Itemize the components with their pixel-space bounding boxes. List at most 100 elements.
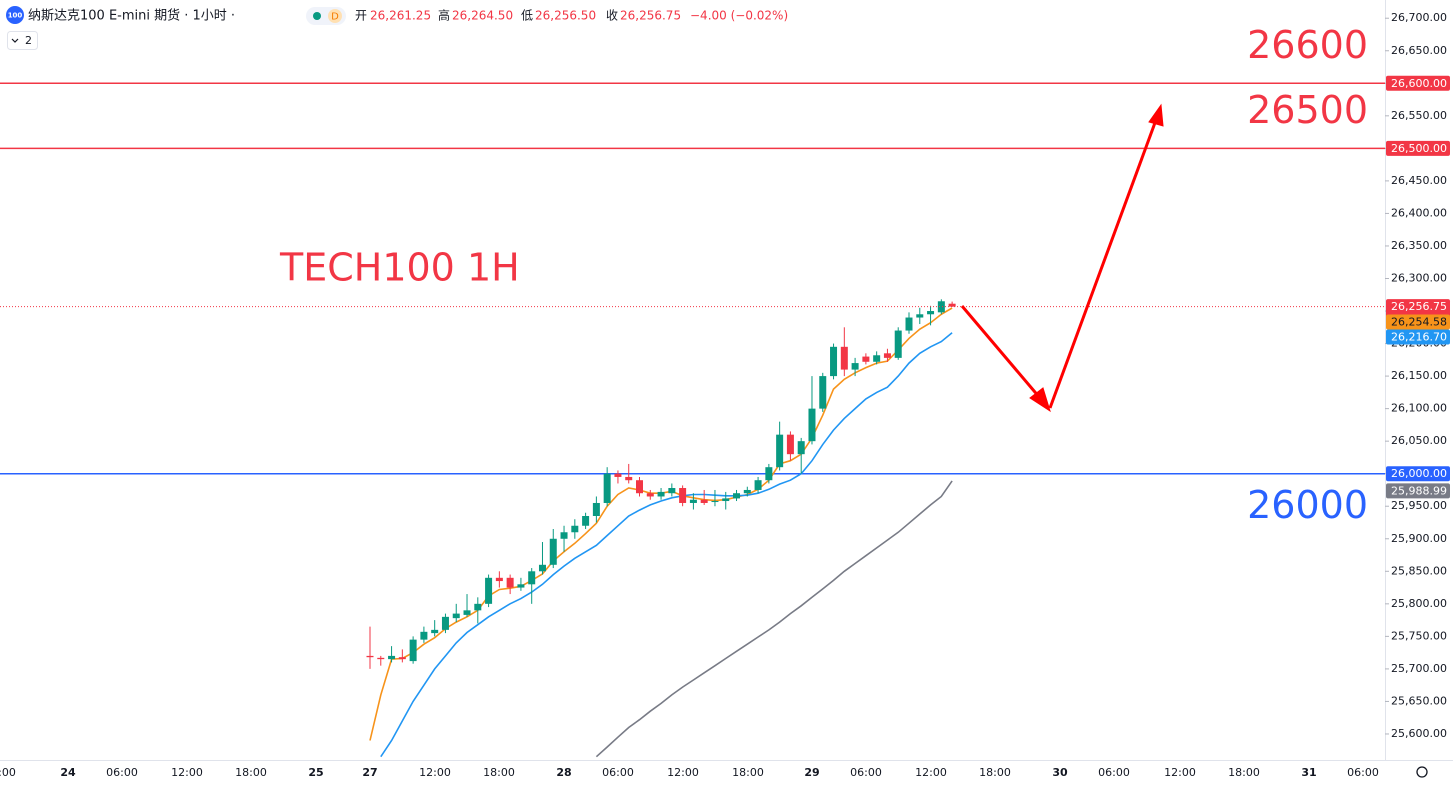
- candle-body: [377, 657, 385, 660]
- price-badge: [1386, 483, 1450, 499]
- candle-body: [894, 330, 902, 358]
- x-tick-label: 06:00: [850, 766, 882, 779]
- level-badge-label: 26,000.00: [1391, 467, 1447, 480]
- level-label: 26000: [1247, 483, 1368, 527]
- x-tick-label: 30: [1052, 766, 1068, 779]
- candle-body: [743, 489, 751, 494]
- interval-badge: D: [331, 12, 339, 23]
- candle-body: [776, 434, 784, 468]
- annotation: TECH100 1H: [279, 246, 520, 290]
- price-badge: [1386, 329, 1450, 345]
- x-tick-label: 24: [60, 766, 76, 779]
- candle-body: [636, 480, 643, 494]
- x-tick-label: 06:00: [1098, 766, 1130, 779]
- x-tick-label: 18:00: [732, 766, 764, 779]
- y-tick-label: 26,450.00: [1391, 174, 1447, 187]
- candle-body: [592, 502, 600, 516]
- chart-title: 纳斯达克100 E-mini 期货 · 1小时 ·: [28, 8, 235, 24]
- candle-body: [937, 301, 945, 313]
- candle-body: [409, 639, 417, 662]
- close-label: 收: [606, 9, 618, 23]
- x-tick-label: 12:00: [171, 766, 203, 779]
- x-tick-label: 00:00: [0, 766, 16, 779]
- y-tick-label: 25,700.00: [1391, 662, 1447, 675]
- y-tick-label: 26,350.00: [1391, 239, 1447, 252]
- candle-body: [657, 491, 665, 497]
- candle-body: [722, 498, 730, 502]
- chevron: [11, 38, 19, 43]
- settings-icon[interactable]: [1416, 766, 1428, 778]
- candle-body: [700, 499, 708, 503]
- x-tick-label: 18:00: [235, 766, 267, 779]
- y-tick-label: 26,700.00: [1391, 11, 1447, 24]
- y-tick-label: 25,750.00: [1391, 629, 1447, 642]
- candle-body: [948, 303, 956, 307]
- x-tick-label: 12:00: [419, 766, 451, 779]
- candle-body: [463, 610, 471, 615]
- candle-body: [786, 434, 794, 455]
- level-label: 26500: [1247, 88, 1368, 132]
- interval-badge-bg: [328, 9, 342, 23]
- open-value: 26,261.25: [370, 9, 431, 23]
- x-tick-label: 29: [804, 766, 819, 779]
- candle-body: [549, 538, 557, 565]
- candle-body: [603, 473, 611, 503]
- x-tick-label: 28: [556, 766, 571, 779]
- low-value: 26,256.50: [535, 9, 596, 23]
- y-tick-label: 26,400.00: [1391, 206, 1447, 219]
- indicator-toggle[interactable]: [7, 31, 38, 50]
- candle-body: [754, 480, 762, 490]
- arrow-up: [1048, 119, 1158, 409]
- y-tick-label: 26,550.00: [1391, 109, 1447, 122]
- candle-body: [625, 476, 633, 481]
- level-badge: [1386, 466, 1450, 482]
- candle-body: [840, 346, 848, 370]
- candle-body: [711, 501, 719, 503]
- arrowhead: [1029, 387, 1051, 413]
- x-tick-label: 18:00: [1228, 766, 1260, 779]
- candle-body: [646, 493, 654, 497]
- y-tick-label: 26,650.00: [1391, 44, 1447, 57]
- candle-body: [614, 473, 622, 477]
- change-value: −4.00 (−0.02%): [690, 9, 788, 23]
- y-tick-label: 25,850.00: [1391, 564, 1447, 577]
- candle-body: [905, 317, 913, 331]
- y-tick-label: 25,800.00: [1391, 597, 1447, 610]
- x-tick-label: 12:00: [915, 766, 947, 779]
- candle-body: [431, 629, 439, 634]
- price-badge-label: 25,988.99: [1391, 484, 1447, 497]
- candle-body: [571, 525, 579, 533]
- price-badge-label: 26,216.70: [1391, 331, 1447, 344]
- candle-body: [485, 577, 493, 604]
- candle-body: [927, 311, 935, 315]
- ma-line: [380, 332, 953, 758]
- level-badge-label: 26,600.00: [1391, 77, 1447, 90]
- x-tick-label: 06:00: [106, 766, 138, 779]
- arrowhead: [1148, 103, 1164, 127]
- market-dot: [313, 12, 321, 20]
- candle-body: [862, 356, 870, 362]
- arrow-down: [960, 305, 1042, 399]
- candle-body: [517, 584, 525, 588]
- candle-body: [883, 353, 891, 358]
- x-tick-label: 25: [308, 766, 323, 779]
- price-badge-label: 26,256.75: [1391, 300, 1447, 313]
- open-label: 开: [355, 9, 367, 23]
- level-badge-label: 26,500.00: [1391, 142, 1447, 155]
- x-tick-label: 27: [362, 766, 377, 779]
- x-tick-label: 12:00: [1164, 766, 1196, 779]
- candle-body: [366, 655, 374, 658]
- candle-body: [474, 603, 482, 611]
- candle-body: [452, 613, 460, 619]
- candle-body: [538, 564, 546, 572]
- symbol-icon: [6, 6, 24, 24]
- candle-body: [830, 346, 838, 377]
- candle-body: [528, 571, 536, 585]
- indicator-count: 2: [25, 34, 32, 47]
- symbol-icon-text: 100: [8, 12, 23, 20]
- candle-body: [733, 493, 741, 499]
- y-tick-label: 25,900.00: [1391, 532, 1447, 545]
- candle-body: [797, 441, 805, 455]
